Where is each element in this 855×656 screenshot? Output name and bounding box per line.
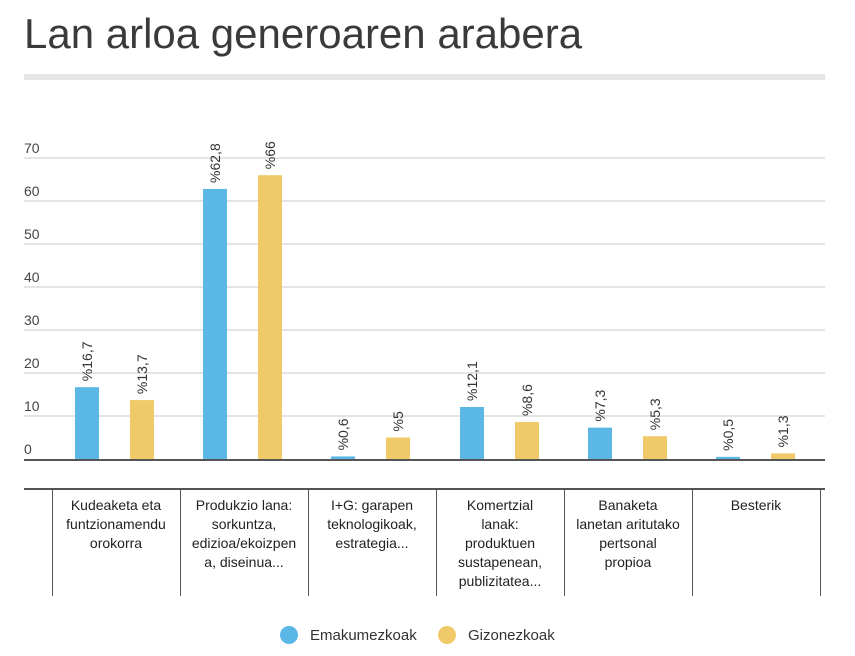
data-label: %62,8: [207, 143, 223, 183]
category-table-top-line: [24, 488, 825, 490]
category-divider: [436, 490, 437, 596]
bar-women: [331, 456, 355, 459]
title-underline: [24, 74, 825, 80]
bar-women: [203, 188, 227, 459]
bar-chart: 0 10 20 30 40 50 60 70 %16,7 %62,8 %0,6 %12,1 %7,3 %0…: [24, 140, 825, 461]
legend-item-men[interactable]: Gizonezkoak: [438, 626, 555, 644]
y-tick-label: 10: [24, 398, 40, 414]
bar-men: [771, 453, 795, 459]
legend-label-men: Gizonezkoak: [468, 626, 555, 644]
data-label: %7,3: [592, 389, 608, 421]
chart-legend: Emakumezkoak Gizonezkoak: [0, 626, 855, 648]
legend-item-women[interactable]: Emakumezkoak: [280, 626, 417, 644]
y-tick-label: 50: [24, 226, 40, 242]
y-tick-label: 20: [24, 355, 40, 371]
data-label: %16,7: [79, 341, 95, 381]
category-label: Komertzial lanak: produktuen sustapenean…: [457, 497, 543, 589]
bar-men: [643, 436, 667, 459]
y-tick-label: 70: [24, 140, 40, 156]
data-label: %13,7: [134, 354, 150, 394]
data-label: %5,3: [647, 398, 663, 430]
data-label: %66: [262, 141, 278, 169]
category-divider: [692, 490, 693, 596]
legend-swatch-women: [280, 626, 298, 644]
y-tick-label: 0: [24, 441, 32, 457]
category-divider: [180, 490, 181, 596]
category-label: Besterik: [730, 497, 782, 513]
bar-men: [386, 437, 410, 459]
category-table: Kudeaketa eta funtzionamendu orokorra Pro…: [24, 488, 825, 596]
data-label: %1,3: [775, 415, 791, 447]
bar-women: [588, 427, 612, 459]
category-divider: [308, 490, 309, 596]
data-label: %12,1: [464, 361, 480, 401]
category-divider: [820, 490, 821, 596]
category-label: Produkzio lana: sorkuntza, edizioa/ekoiz…: [191, 497, 297, 570]
y-tick-label: 60: [24, 183, 40, 199]
category-label: I+G: garapen teknologikoak, estrategia..…: [327, 497, 417, 551]
category-divider: [564, 490, 565, 596]
bar-women: [75, 387, 99, 459]
data-label: %5: [390, 411, 406, 431]
category-label: Kudeaketa eta funtzionamendu orokorra: [66, 497, 166, 551]
bar-women: [716, 456, 740, 459]
chart-title: Lan arloa generoaren arabera: [24, 10, 583, 57]
data-label: %0,5: [720, 419, 736, 451]
bar-women: [460, 406, 484, 459]
data-label: %0,6: [335, 418, 351, 450]
data-label: %8,6: [519, 384, 535, 416]
y-tick-label: 30: [24, 312, 40, 328]
bar-men: [130, 400, 154, 459]
legend-label-women: Emakumezkoak: [310, 626, 417, 644]
category-divider: [52, 490, 53, 596]
y-tick-label: 40: [24, 269, 40, 285]
bar-men: [515, 422, 539, 459]
legend-swatch-men: [438, 626, 456, 644]
category-label: Banaketa lanetan aritutako pertsonal pro…: [576, 497, 680, 570]
bar-men: [258, 175, 282, 459]
